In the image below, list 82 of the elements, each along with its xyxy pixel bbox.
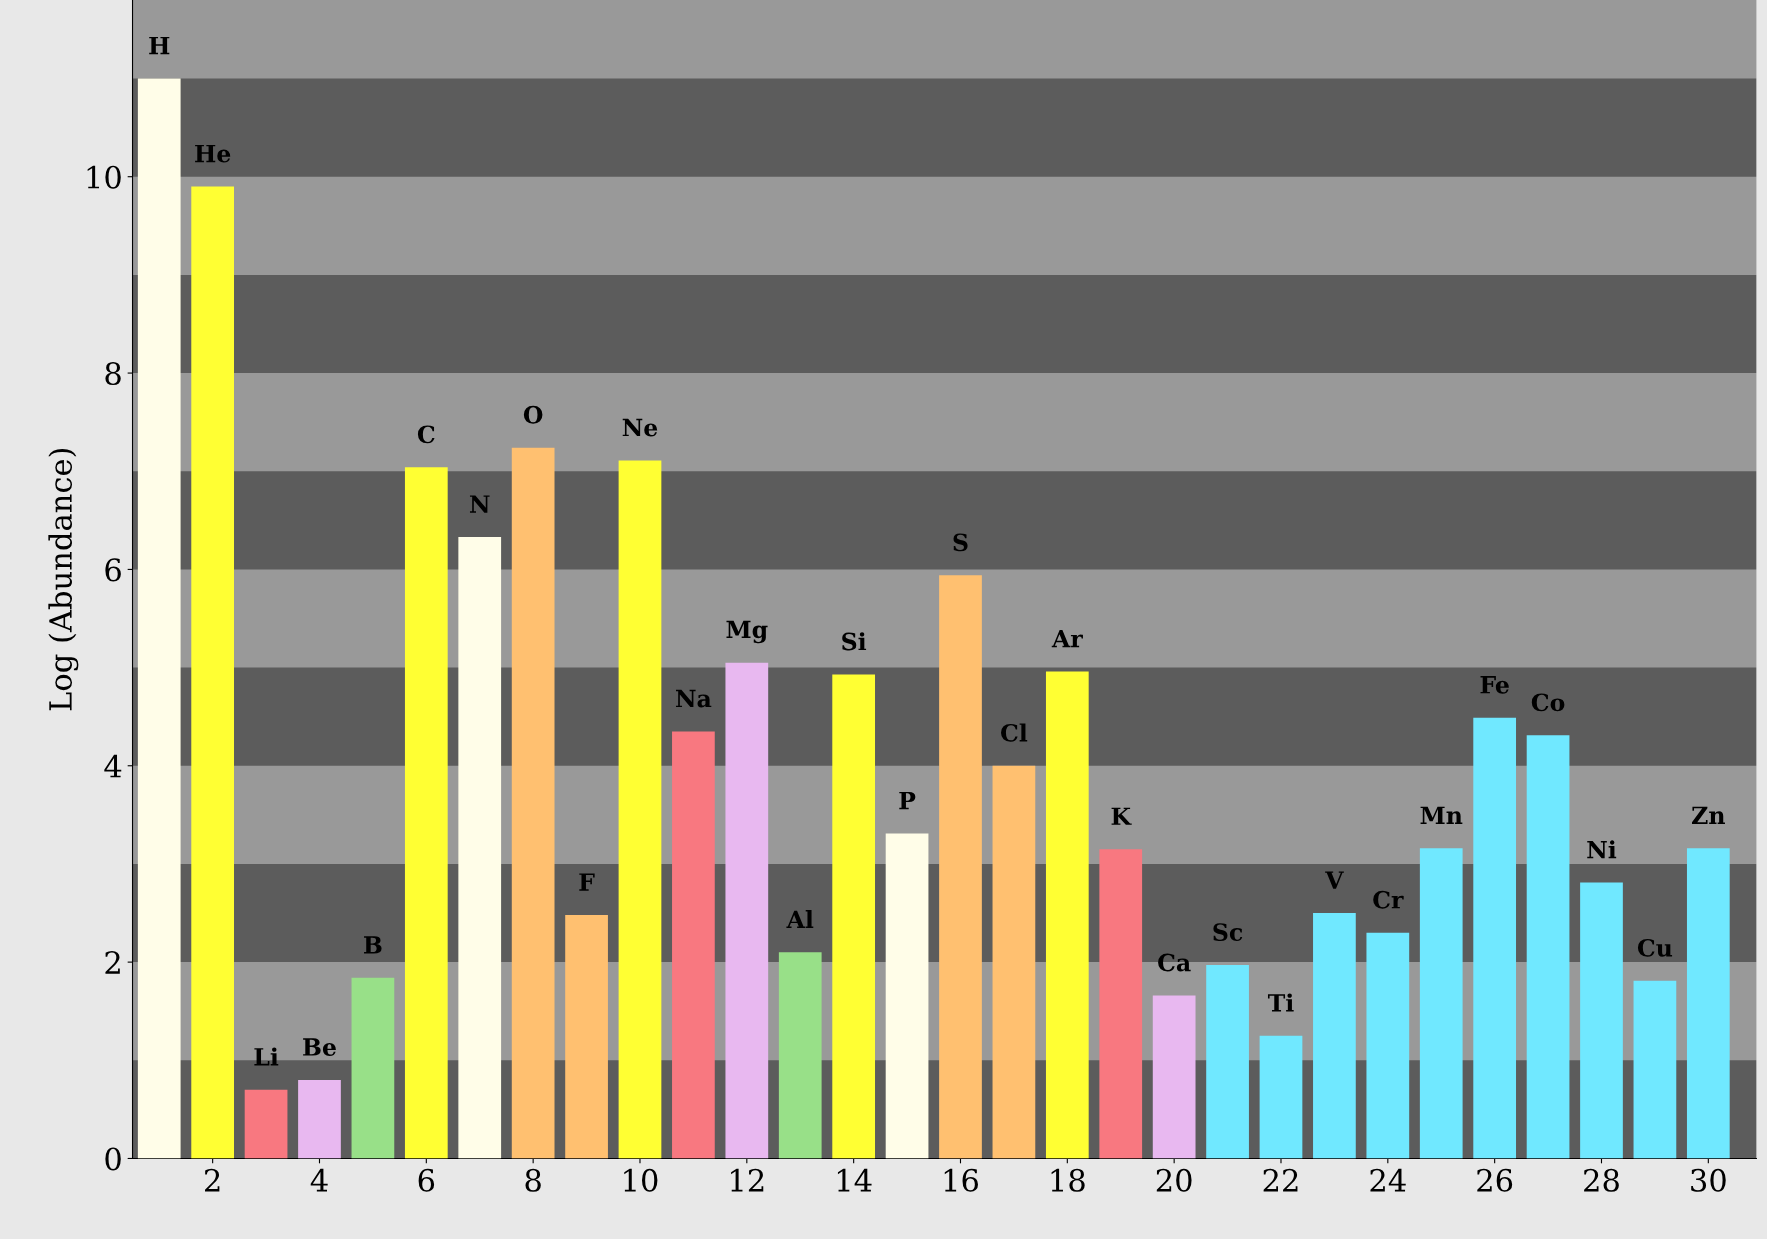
data-label: F [579,873,595,891]
bar [1045,671,1089,1159]
data-label: Cr [1373,890,1404,909]
data-label: K [1111,807,1132,825]
bar [885,833,929,1159]
data-label: Fe [1480,676,1509,694]
y-tick-label: 0 [105,1147,121,1171]
data-label: Mg [726,620,768,644]
bar [939,575,982,1159]
data-label: Ni [1587,840,1617,859]
bar [778,952,822,1159]
x-tick-label: 30 [1691,1168,1726,1192]
data-label: Li [254,1047,279,1066]
x-tick-label: 4 [310,1168,328,1192]
bar [992,765,1036,1159]
x-tick-label: 18 [1051,1168,1085,1192]
data-label: Be [303,1038,336,1056]
data-label: Cl [1001,723,1028,742]
bar [832,674,876,1159]
data-label: S [953,533,968,552]
data-label: B [364,936,382,954]
data-label: Co [1531,693,1565,712]
x-tick-label: 22 [1263,1168,1298,1192]
y-tick-label: 6 [105,558,121,582]
bar [351,977,395,1159]
y-tick-label: 8 [105,362,121,386]
data-label: O [523,405,543,424]
data-label: Sc [1213,923,1243,942]
bar [1313,913,1356,1159]
bar [672,731,715,1159]
y-tick-label: 4 [104,754,122,778]
data-label: Ti [1267,993,1294,1012]
bar [1366,932,1410,1159]
y-axis-title: Log (Abundance) [48,448,79,711]
bar [1206,965,1249,1159]
x-tick-label: 20 [1156,1168,1192,1192]
data-label: Ca [1158,953,1191,972]
data-label: Cu [1637,938,1673,957]
data-label: Si [842,632,867,651]
x-tick-label: 28 [1584,1168,1619,1192]
bar [1152,995,1196,1159]
data-label: He [195,144,231,163]
bar [244,1089,288,1159]
bar [1580,882,1623,1159]
bar [1473,717,1517,1159]
x-tick-label: 8 [525,1168,541,1192]
data-label: Al [786,910,814,928]
bar [458,537,502,1159]
bar [1686,848,1730,1159]
data-label: Zn [1692,806,1725,824]
data-label: Ar [1051,629,1083,648]
bar [618,460,662,1159]
x-tick-label: 26 [1477,1168,1513,1192]
data-label: Ne [622,418,658,437]
bar [511,447,555,1159]
x-tick-label: 2 [205,1168,220,1192]
data-label: N [469,495,490,513]
bar [137,78,181,1159]
x-tick-label: 10 [624,1168,658,1192]
x-tick-label: 24 [1370,1168,1406,1192]
x-tick-label: 6 [418,1168,435,1192]
y-tick-label: 10 [87,165,121,189]
y-tick-label: 2 [105,951,120,974]
data-label: H [149,36,170,55]
data-label: Na [676,689,712,708]
bar [565,914,608,1159]
data-label: C [417,425,435,444]
bar [298,1079,341,1159]
x-tick-label: 16 [944,1168,978,1192]
data-label: V [1325,871,1344,889]
bar [191,186,235,1159]
x-tick-label: 14 [837,1168,872,1192]
bar [1099,849,1143,1159]
bar [1633,980,1677,1159]
bar [1526,735,1570,1159]
data-label: P [899,791,916,810]
bar [1259,1035,1303,1159]
data-label: Mn [1420,806,1463,824]
bar [1419,848,1463,1159]
x-tick-label: 12 [731,1168,764,1192]
bar [725,662,769,1159]
bar [404,467,448,1159]
